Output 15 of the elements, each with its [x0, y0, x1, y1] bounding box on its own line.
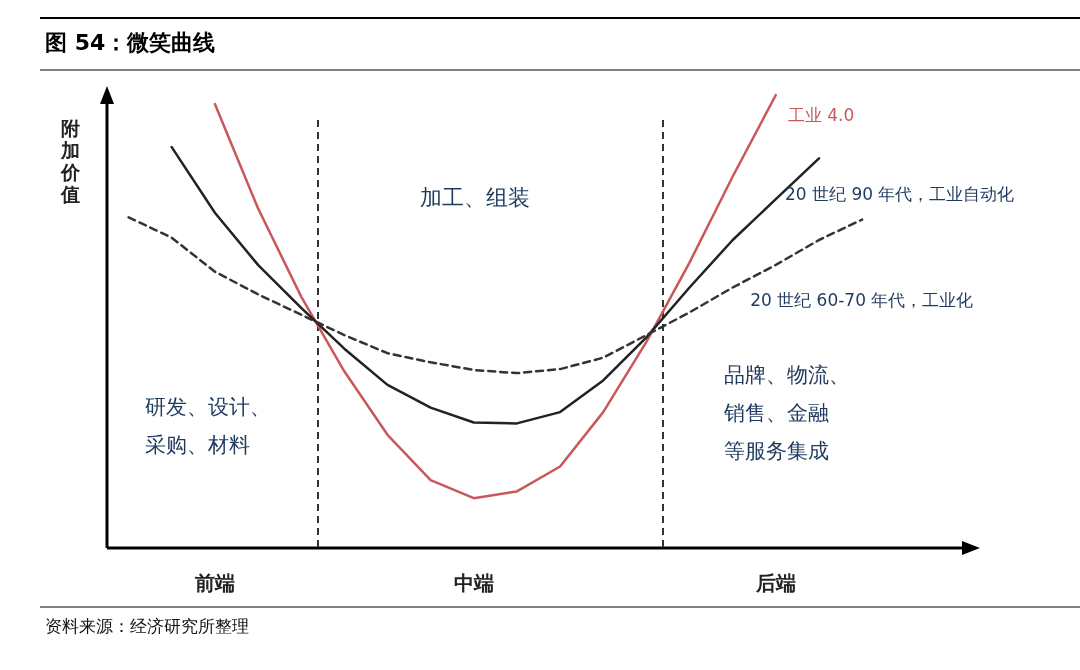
text: 资料来源：经济研究所整理 — [45, 616, 249, 636]
series-label: 工业 4.0 — [787, 105, 855, 125]
chart-title: 图 54：微笑曲线 — [45, 30, 216, 55]
annotation: 研发、设计、 — [145, 395, 271, 419]
x-tick-label: 中端 — [453, 571, 494, 595]
y-axis-title: 附加价值 — [59, 117, 81, 205]
annotation: 销售、金融 — [723, 401, 829, 425]
series-label: 20 世纪 60-70 年代，工业化 — [750, 289, 974, 310]
x-tick-label: 前端 — [193, 571, 235, 595]
annotation: 采购、材料 — [145, 433, 250, 457]
annotation: 加工、组装 — [420, 185, 530, 210]
series-label: 20 世纪 90 年代，工业自动化 — [784, 184, 1015, 205]
annotation: 品牌、物流、 — [724, 363, 850, 387]
annotation: 等服务集成 — [724, 439, 829, 463]
x-tick-label: 后端 — [754, 571, 796, 595]
